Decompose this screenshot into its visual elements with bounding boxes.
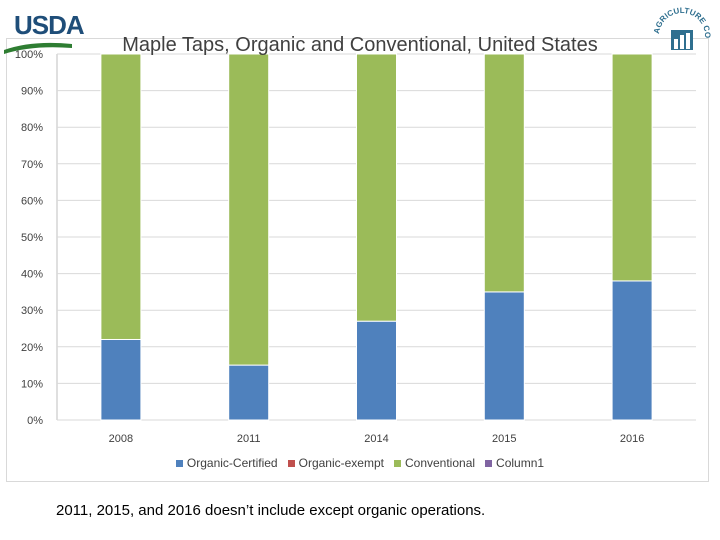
chart-title: Maple Taps, Organic and Conventional, Un… xyxy=(122,34,598,56)
y-tick-label: 80% xyxy=(21,122,43,134)
y-tick-label: 40% xyxy=(21,269,43,281)
bar-organic-certified-2014 xyxy=(356,320,397,421)
legend-swatch xyxy=(287,459,295,467)
y-tick-label: 70% xyxy=(21,159,43,171)
legend-item: Conventional xyxy=(393,456,476,470)
bar-conventional-2015 xyxy=(483,53,525,293)
y-tick-label: 30% xyxy=(21,305,43,317)
legend-item: Column1 xyxy=(485,456,544,470)
legend-label: Column1 xyxy=(496,456,545,470)
x-tick-label: 2015 xyxy=(492,433,516,445)
x-tick-label: 2016 xyxy=(620,433,644,445)
y-tick-label: 60% xyxy=(21,195,43,207)
bar-conventional-2011 xyxy=(228,53,270,366)
legend-swatch xyxy=(175,459,183,467)
usda-logo: USDA xyxy=(2,4,85,56)
chart-legend: Organic-Certified Organic-exempt Conventio… xyxy=(0,456,720,470)
bar-conventional-2016 xyxy=(611,53,653,282)
agriculture-counts-logo: AGRICULTURE COUNTS xyxy=(648,0,713,64)
x-tick-label: 2014 xyxy=(364,433,388,445)
footnote: 2011, 2015, and 2016 doesn’t include exc… xyxy=(56,502,486,519)
y-tick-label: 0% xyxy=(27,415,43,427)
x-tick-label: 2011 xyxy=(237,433,261,445)
usda-swoosh-icon xyxy=(4,42,72,54)
bar-organic-certified-2011 xyxy=(228,364,270,421)
x-tick-label: 2008 xyxy=(109,433,133,445)
bar-organic-certified-2016 xyxy=(611,280,653,421)
legend-label: Organic-Certified xyxy=(186,456,278,470)
chart-frame xyxy=(6,38,709,482)
y-tick-label: 100% xyxy=(15,49,43,61)
legend-label: Conventional xyxy=(404,456,476,470)
bar-conventional-2008 xyxy=(100,53,142,340)
y-tick-label: 50% xyxy=(21,232,43,244)
legend-swatch xyxy=(393,459,401,467)
y-tick-label: 20% xyxy=(21,342,43,354)
y-tick-label: 10% xyxy=(21,378,43,390)
legend-label: Organic-exempt xyxy=(298,456,384,470)
bar-conventional-2014 xyxy=(356,53,397,322)
legend-item: Organic-Certified xyxy=(175,456,278,470)
bar-organic-certified-2008 xyxy=(100,338,142,421)
legend-item: Organic-exempt xyxy=(287,456,384,470)
legend-swatch xyxy=(485,459,493,467)
y-tick-label: 90% xyxy=(21,86,43,98)
usda-logo-text: USDA xyxy=(14,10,85,40)
bar-organic-certified-2015 xyxy=(483,291,525,421)
